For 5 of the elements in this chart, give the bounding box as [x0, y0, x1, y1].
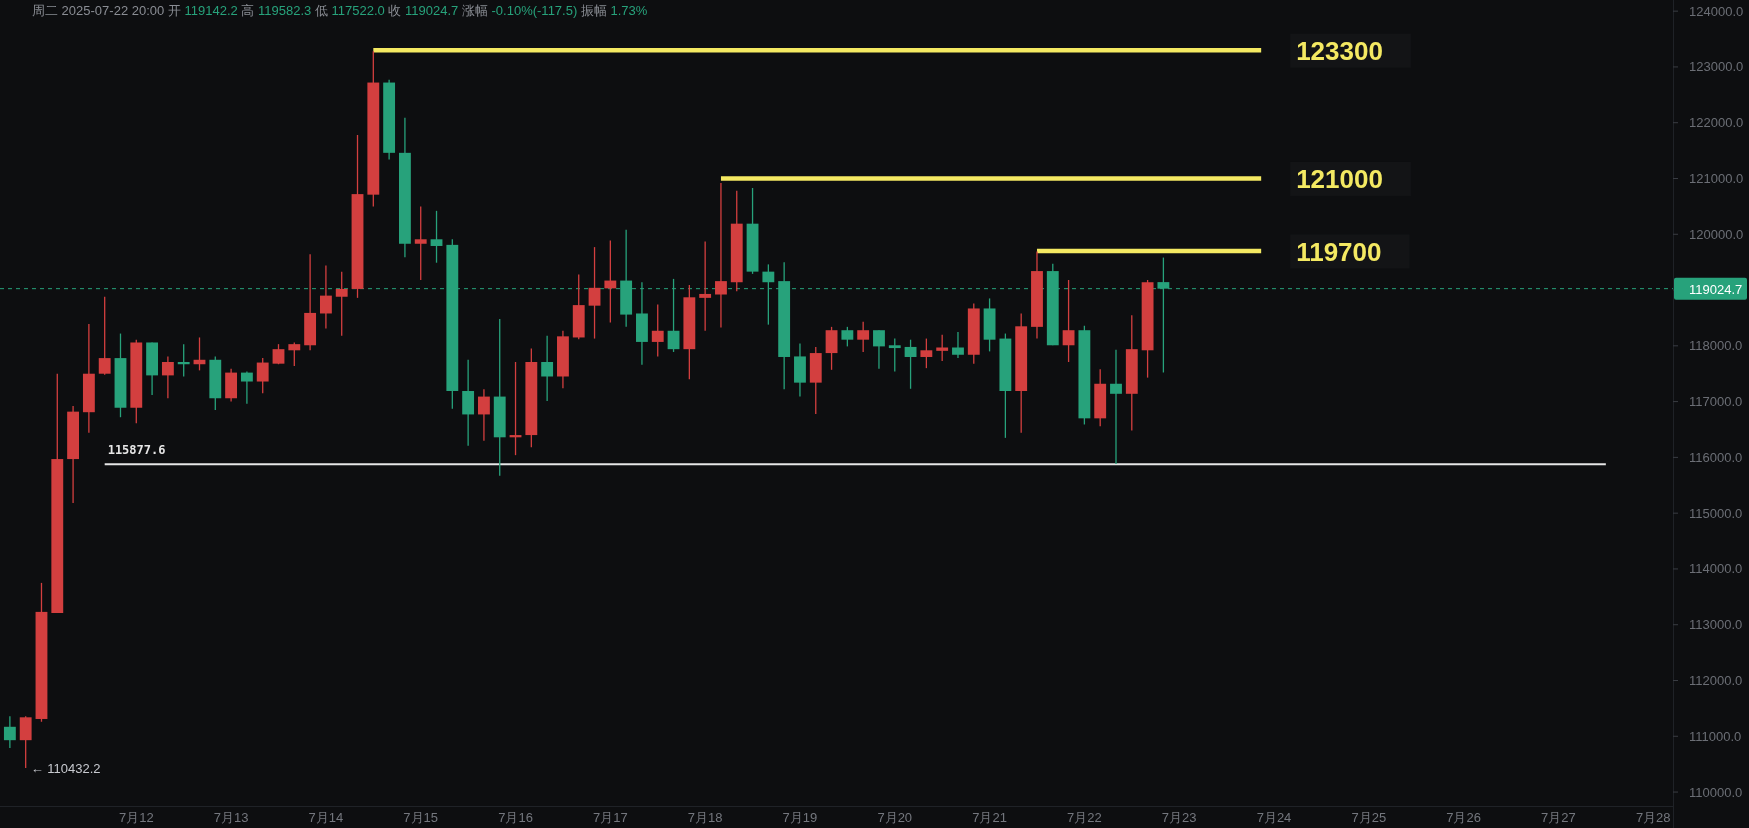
ref-line-label: 119024.7 — [1689, 281, 1743, 297]
data-label: 119700 — [1296, 236, 1382, 267]
header: 周二 2025-07-22 20:00 开 119142.2 高 119582.3 低 117522.0 收 119024.7 涨幅 -0.10%(-117.5) 振幅 1.73% — [32, 3, 648, 18]
data-label: 121000 — [1296, 163, 1383, 194]
data-label: 123300 — [1296, 35, 1383, 66]
